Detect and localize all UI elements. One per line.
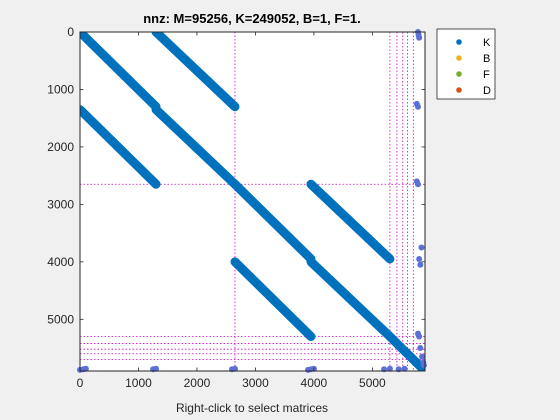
- nonzero-band: [306, 179, 395, 264]
- legend-label: F: [483, 69, 490, 81]
- nonzero-band: [80, 32, 161, 112]
- y-tick-label: 1000: [47, 82, 74, 96]
- nonzero-band: [230, 257, 316, 342]
- nonzero-band: [385, 332, 425, 371]
- nonzero-point: [416, 255, 423, 262]
- nonzero-point: [417, 345, 424, 352]
- legend-box: [436, 28, 496, 100]
- nonzero-point: [418, 244, 425, 251]
- nonzero-point: [153, 365, 160, 372]
- y-tick-label: 0: [67, 25, 74, 39]
- nonzero-point: [417, 261, 424, 268]
- nonzero-point: [416, 34, 423, 41]
- nonzero-band: [151, 32, 240, 112]
- legend-label: B: [483, 53, 490, 65]
- x-tick-label: 3000: [242, 376, 269, 390]
- chart-title: nnz: M=95256, K=249052, B=1, F=1.: [143, 11, 361, 26]
- legend-label: D: [483, 85, 491, 97]
- y-tick-label: 4000: [47, 255, 74, 269]
- x-tick-label: 2000: [184, 376, 211, 390]
- x-tick-label: 4000: [301, 376, 328, 390]
- y-tick-label: 2000: [47, 140, 74, 154]
- nonzero-point: [414, 181, 421, 188]
- partition-lines: [80, 32, 425, 371]
- nonzero-point: [401, 365, 408, 372]
- axes-box: [79, 31, 426, 372]
- legend-marker: [456, 39, 462, 45]
- y-tick-label: 3000: [47, 197, 74, 211]
- nonzero-point: [386, 365, 393, 372]
- nonzero-band: [306, 257, 395, 342]
- x-tick-label: 5000: [359, 376, 386, 390]
- y-tick-label: 5000: [47, 312, 74, 326]
- nonzero-band: [230, 179, 316, 264]
- nonzero-point: [82, 365, 89, 372]
- x-tick-label: 0: [77, 376, 84, 390]
- legend-item-k[interactable]: K: [456, 37, 491, 49]
- x-tick-label: 1000: [125, 376, 152, 390]
- legend-marker: [456, 87, 462, 93]
- legend-marker: [456, 55, 462, 61]
- nonzero-bands: [80, 32, 425, 371]
- legend-item-d[interactable]: D: [456, 85, 491, 97]
- nonzero-band: [151, 105, 240, 189]
- nonzero-band: [80, 105, 161, 189]
- nonzero-point: [419, 353, 426, 360]
- legend-item-b[interactable]: B: [456, 53, 490, 65]
- nonzero-point: [231, 365, 238, 372]
- x-axis-label: Right-click to select matrices: [176, 401, 328, 415]
- legend-marker: [456, 71, 462, 77]
- legend-item-f[interactable]: F: [456, 69, 490, 81]
- nonzero-point: [416, 333, 423, 340]
- nonzero-point: [420, 362, 427, 369]
- nonzero-point: [414, 103, 421, 110]
- axis-ticks: 0 1000 2000 3000 4000 5000 0 1000 2000 3000 4000 50…: [47, 25, 425, 390]
- legend-label: K: [483, 37, 491, 49]
